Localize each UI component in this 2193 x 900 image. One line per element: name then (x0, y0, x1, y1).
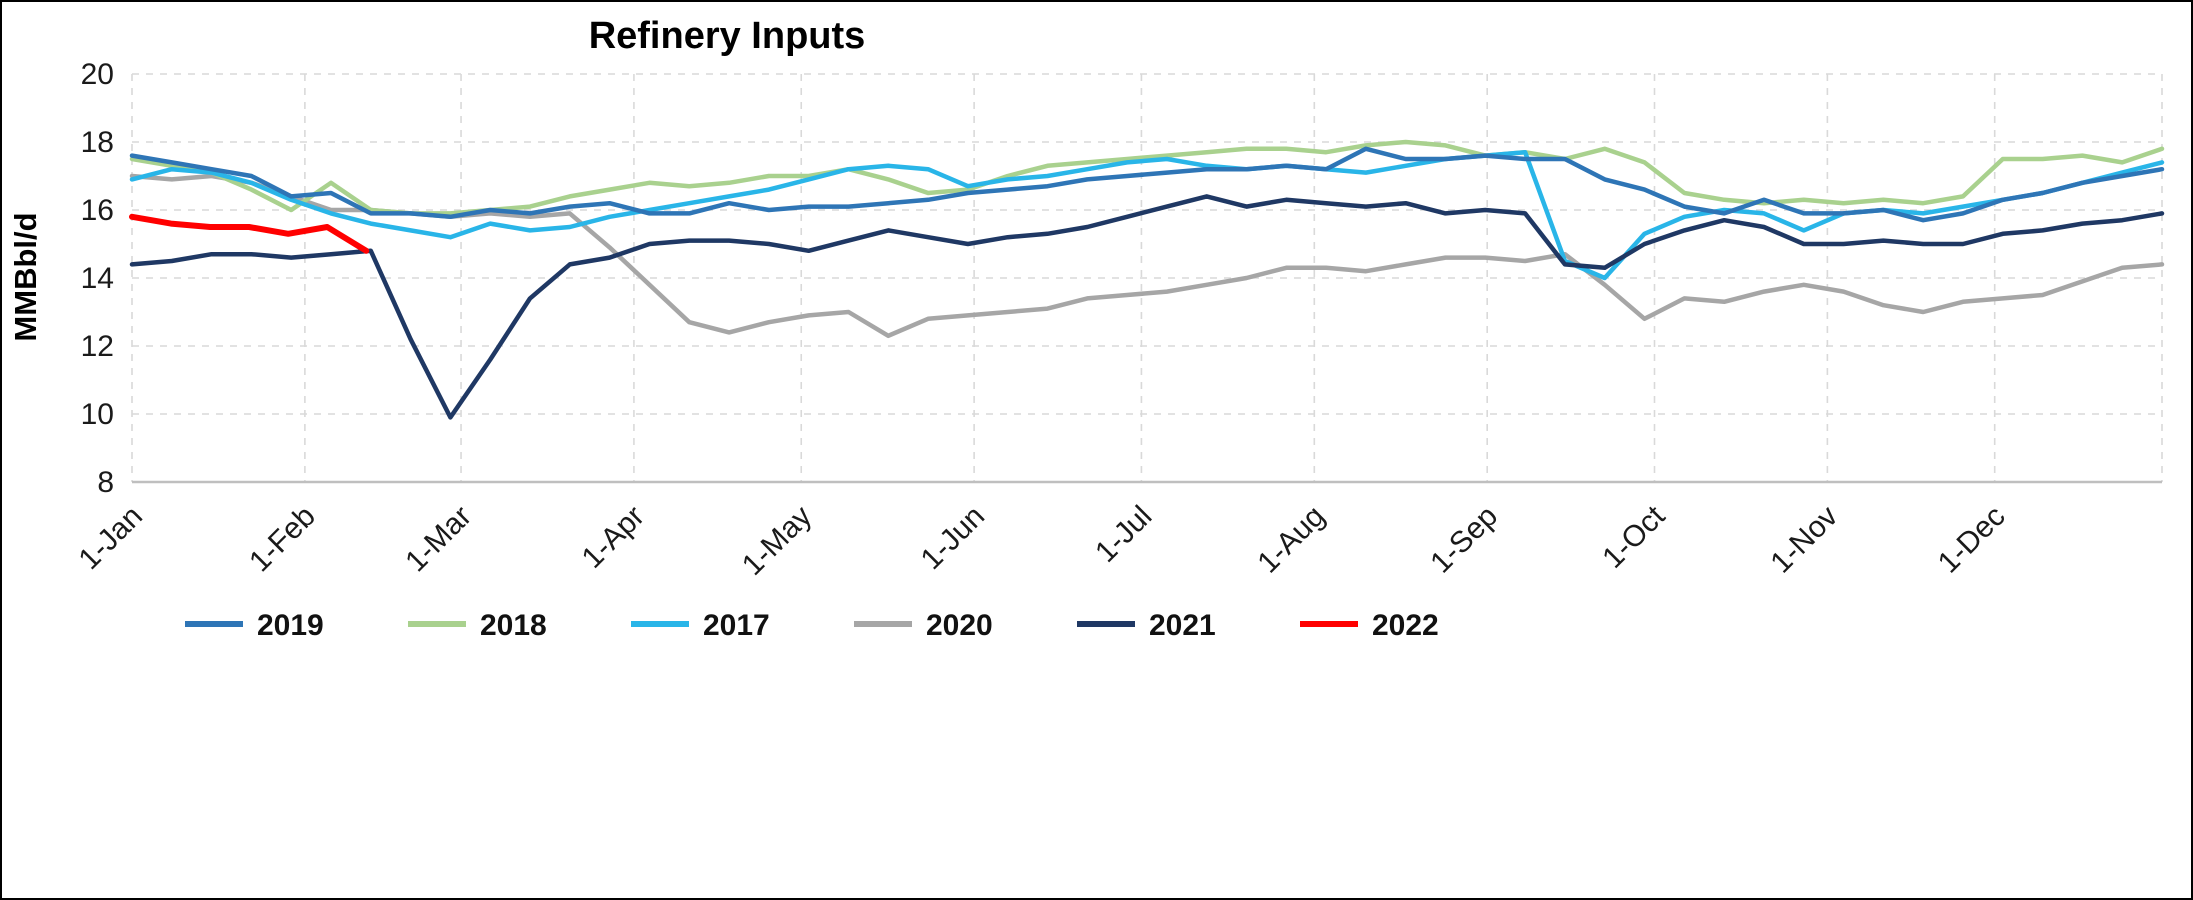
series-line-2018 (129, 139, 2165, 216)
legend-label-2019: 2019 (257, 609, 324, 642)
x-tick-label: 1-Jul (1089, 500, 1158, 569)
y-axis-title: MMBbl/d (8, 212, 43, 341)
legend-item-2018: 2018 (408, 609, 547, 642)
y-tick-label: 14 (81, 262, 114, 295)
y-tick-label: 18 (81, 126, 114, 159)
legend-item-2019: 2019 (185, 609, 324, 642)
legend-label-2018: 2018 (480, 609, 547, 642)
x-tick-label: 1-Apr (576, 500, 651, 575)
series-line-2019 (129, 146, 2165, 223)
x-tick-label: 1-Aug (1251, 500, 1331, 580)
x-tick-label: 1-Nov (1764, 500, 1844, 580)
x-tick-label: 1-May (736, 500, 818, 582)
x-tick-label: 1-Mar (399, 500, 478, 579)
x-tick-label: 1-Feb (243, 500, 322, 579)
legend-item-2021: 2021 (1077, 609, 1216, 642)
tick-labels: 20 18 16 14 12 10 81-Jan 1-Feb 1-Mar 1-Apr 1-May 1-… (73, 58, 2012, 582)
x-tick-label: 1-Sep (1424, 500, 1504, 580)
legend: 2019 2018 2017 2020 2021 2022 (185, 609, 1439, 642)
y-tick-label: 12 (81, 330, 114, 363)
gridlines (131, 73, 2163, 482)
legend-label-2020: 2020 (926, 609, 993, 642)
series-lines (129, 139, 2165, 420)
legend-label-2021: 2021 (1149, 609, 1216, 642)
legend-item-2020: 2020 (854, 609, 993, 642)
chart-title: Refinery Inputs (589, 15, 866, 57)
x-tick-label: 1-Oct (1596, 499, 1672, 575)
legend-label-2022: 2022 (1372, 609, 1439, 642)
y-tick-label: 20 (81, 58, 114, 91)
x-tick-label: 1-Jun (915, 500, 991, 576)
legend-item-2017: 2017 (631, 609, 770, 642)
y-tick-label: 10 (81, 398, 114, 431)
x-tick-label: 1-Dec (1932, 500, 2012, 580)
legend-label-2017: 2017 (703, 609, 770, 642)
y-tick-label: 8 (97, 466, 114, 499)
series-line-2017 (129, 149, 2165, 281)
legend-item-2022: 2022 (1300, 609, 1439, 642)
series-line-2022 (129, 213, 370, 254)
y-tick-label: 16 (81, 194, 114, 227)
series-line-2021 (129, 194, 2165, 420)
x-tick-label: 1-Jan (73, 500, 149, 576)
